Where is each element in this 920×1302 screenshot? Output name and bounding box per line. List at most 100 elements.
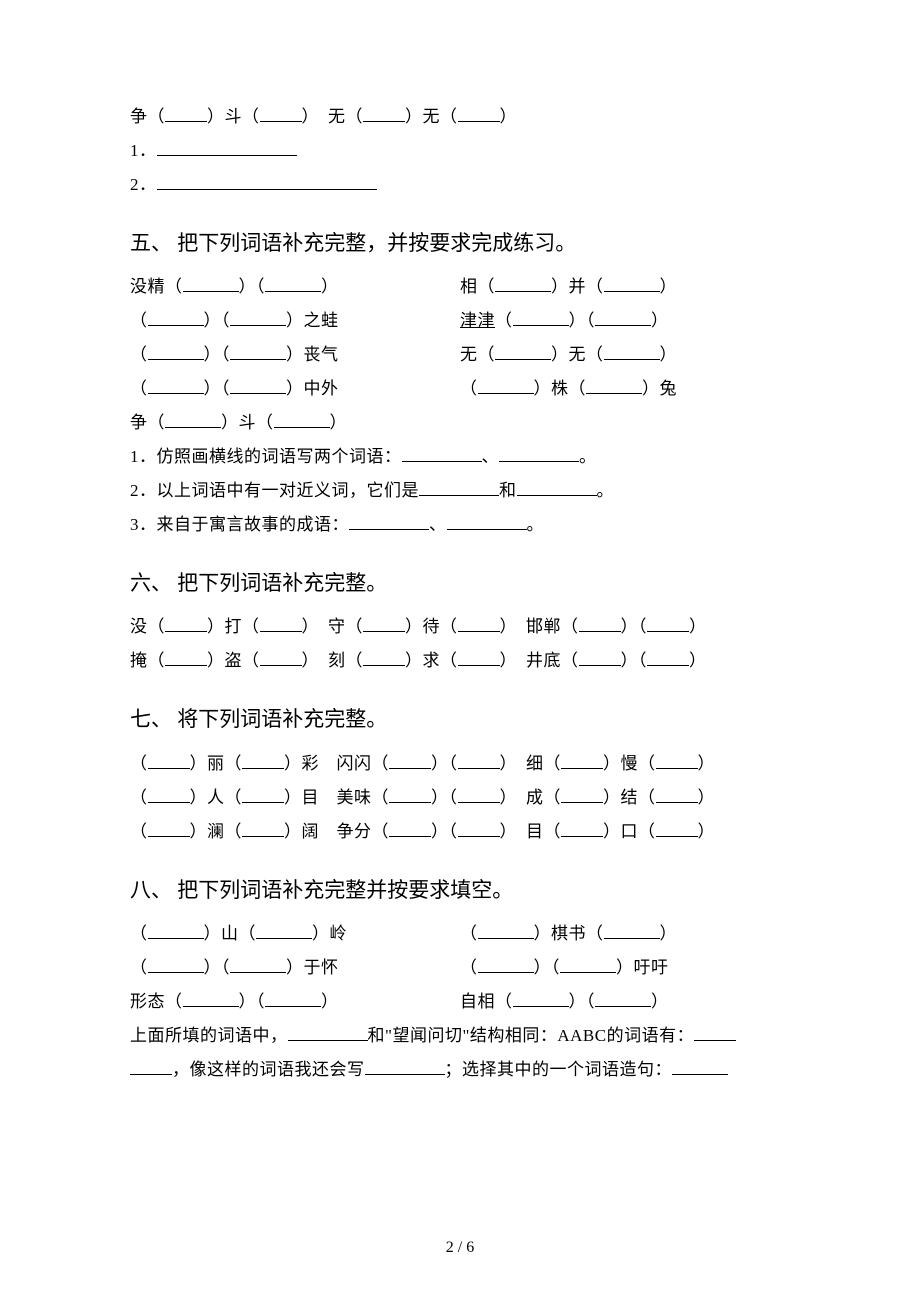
text: ）中外 (286, 379, 339, 398)
text: ） 细（ (500, 754, 562, 773)
blank (389, 819, 431, 837)
text: ）株（ (534, 379, 587, 398)
text: ）于怀 (286, 958, 339, 977)
blank (495, 342, 551, 360)
blank (389, 751, 431, 769)
text: 争（ (130, 107, 165, 126)
section-7-title: 七、 将下列词语补充完整。 (130, 696, 790, 742)
text: ）斗（ (207, 107, 260, 126)
text: 上面所填的词语中， (130, 1026, 288, 1045)
text: 1． (130, 141, 157, 160)
blank (363, 614, 405, 632)
text: ） (660, 277, 678, 296)
blank (447, 512, 527, 530)
blank (288, 1023, 368, 1041)
blank (389, 785, 431, 803)
text: ）丧气 (286, 345, 339, 364)
blank (242, 819, 284, 837)
text: ）兔 (642, 379, 677, 398)
text: 、 (482, 447, 500, 466)
text: （ (130, 754, 148, 773)
sec4-answer1: 1． (130, 134, 790, 168)
text: ） (500, 107, 518, 126)
blank (458, 819, 500, 837)
blank (647, 648, 689, 666)
blank (656, 751, 698, 769)
blank (656, 819, 698, 837)
text: ） (651, 992, 669, 1011)
s7-line3: （）澜（）阔 争分（）（） 目（）口（） (130, 815, 790, 849)
blank (230, 342, 286, 360)
text: ，像这样的词语我还会写 (172, 1060, 365, 1079)
text: ）丽（ (190, 754, 243, 773)
text: 掩（ (130, 651, 165, 670)
text: ）无（ (551, 345, 604, 364)
text: ） (689, 651, 707, 670)
text: 1．仿照画横线的词语写两个词语： (130, 447, 402, 466)
blank (230, 955, 286, 973)
text: ）岭 (312, 924, 347, 943)
text: 形态（ (130, 992, 183, 1011)
blank (157, 138, 297, 156)
text: ）并（ (551, 277, 604, 296)
text: ） (689, 617, 707, 636)
blank (363, 104, 405, 122)
text: ）口（ (603, 822, 656, 841)
blank (517, 478, 597, 496)
text: ） 目（ (500, 822, 562, 841)
text: ）斗（ (221, 413, 274, 432)
text: ） 守（ (302, 617, 364, 636)
text: （ (460, 379, 478, 398)
blank (495, 274, 551, 292)
text: ）之蛙 (286, 311, 339, 330)
text: ）（ (569, 992, 596, 1011)
text: ）求（ (405, 651, 458, 670)
text: ）（ (239, 992, 266, 1011)
sec4-answer2: 2． (130, 168, 790, 202)
s7-line2: （）人（）目 美味（）（） 成（）结（） (130, 781, 790, 815)
text: ）盗（ (207, 651, 260, 670)
s8-para1: 上面所填的词语中，和"望闻问切"结构相同：AABC的词语有： (130, 1019, 790, 1053)
text: ） (302, 107, 311, 126)
text: ）（ (621, 651, 648, 670)
blank (260, 104, 302, 122)
blank (130, 1057, 172, 1075)
text: ）慢（ (603, 754, 656, 773)
blank (561, 751, 603, 769)
text: （ (130, 379, 148, 398)
blank (458, 785, 500, 803)
blank (604, 274, 660, 292)
blank (148, 342, 204, 360)
text: ）山（ (204, 924, 257, 943)
blank (256, 921, 312, 939)
blank (458, 104, 500, 122)
s5-row3: （）（）丧气 无（）无（） (130, 338, 790, 372)
blank (672, 1057, 728, 1075)
text: 相（ (460, 277, 495, 296)
blank (478, 955, 534, 973)
text: ）（ (431, 788, 458, 807)
blank (183, 274, 239, 292)
section-5-title: 五、 把下列词语补充完整，并按要求完成练习。 (130, 220, 790, 266)
s6-line2: 掩（）盗（） 刻（）求（） 井底（）（） (130, 644, 790, 678)
blank (694, 1023, 736, 1041)
blank (165, 410, 221, 428)
blank (579, 614, 621, 632)
text: （ (130, 345, 148, 364)
blank (478, 921, 534, 939)
text: 2．以上词语中有一对近义词，它们是 (130, 481, 419, 500)
text: ）待（ (405, 617, 458, 636)
text: 无（ (328, 107, 363, 126)
text: 。 (579, 447, 597, 466)
text: ）彩 闪闪（ (284, 754, 389, 773)
text: 和 (499, 481, 517, 500)
blank (148, 921, 204, 939)
text: ）（ (569, 311, 596, 330)
page-number: 2 / 6 (0, 1239, 920, 1257)
text: 没（ (130, 617, 165, 636)
text: ） 成（ (500, 788, 562, 807)
blank (604, 342, 660, 360)
text: （ (130, 822, 148, 841)
blank (260, 648, 302, 666)
s5-q3: 3．来自于寓言故事的成语：、。 (130, 508, 790, 542)
